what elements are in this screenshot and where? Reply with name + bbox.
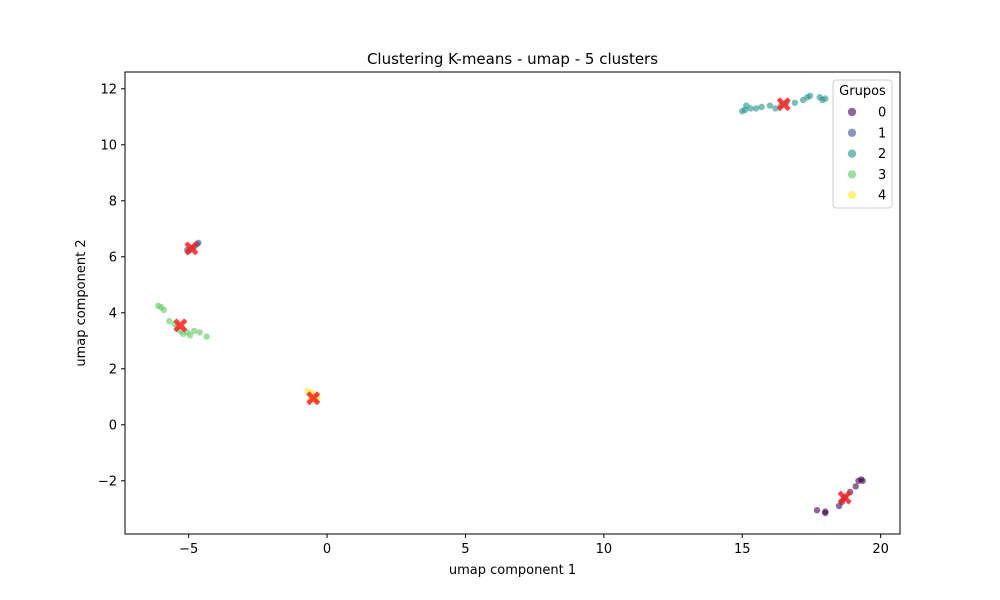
y-axis-label: umap component 2 — [74, 239, 89, 366]
y-tick-label: 4 — [109, 306, 117, 321]
centroid-marker — [776, 97, 791, 111]
data-point-cluster-2 — [758, 103, 765, 111]
x-axis: −5 0 5 10 15 20 — [179, 534, 889, 557]
data-point-cluster-2 — [806, 92, 814, 100]
legend-label: 0 — [878, 106, 886, 121]
data-point-cluster-2 — [766, 102, 774, 109]
data-point-cluster-2 — [772, 105, 779, 112]
legend-box — [832, 79, 893, 209]
x-tick-label: 5 — [461, 542, 469, 557]
x-tick-label: 20 — [872, 542, 889, 557]
legend-title: Grupos — [839, 84, 886, 99]
data-point-cluster-3 — [196, 329, 203, 336]
data-point-cluster-3 — [186, 332, 194, 339]
data-point-cluster-3 — [203, 333, 210, 340]
data-point-cluster-0 — [852, 483, 859, 490]
legend-marker-0 — [847, 107, 857, 117]
data-point-cluster-2 — [752, 105, 760, 112]
data-point-cluster-3 — [190, 327, 198, 335]
data-point-cluster-0 — [859, 477, 866, 484]
legend-label: 4 — [878, 189, 886, 204]
data-point-cluster-2 — [791, 99, 799, 107]
x-tick-label: 15 — [734, 542, 751, 557]
y-tick-label: 6 — [109, 250, 117, 265]
chart-title: Clustering K-means - umap - 5 clusters — [367, 50, 658, 68]
legend-marker-1 — [847, 128, 857, 137]
x-tick-label: −5 — [179, 542, 198, 557]
legend-label: 3 — [878, 168, 886, 183]
y-tick-label: 8 — [109, 194, 117, 209]
data-point-cluster-2 — [822, 95, 829, 102]
y-tick-label: 10 — [100, 138, 117, 153]
legend-marker-4 — [847, 191, 857, 200]
x-tick-label: 0 — [323, 542, 331, 557]
data-point-cluster-0 — [822, 509, 829, 517]
legend-label: 2 — [878, 147, 886, 162]
data-point-cluster-0 — [813, 507, 821, 514]
y-tick-label: 12 — [100, 82, 117, 97]
data-point-cluster-3 — [166, 318, 173, 325]
x-tick-label: 10 — [596, 542, 613, 557]
centroid-marker — [184, 241, 199, 256]
y-axis: −2 0 2 4 6 8 10 12 — [98, 82, 125, 489]
legend-label: 1 — [878, 126, 886, 141]
centroid-marker — [173, 318, 188, 333]
legend-marker-3 — [847, 170, 857, 179]
y-tick-label: 2 — [109, 362, 117, 377]
legend: Grupos 0 1 2 3 4 — [832, 79, 893, 209]
centroid-marker — [837, 490, 852, 505]
centroid-marker — [306, 391, 321, 405]
y-tick-label: 0 — [109, 418, 117, 433]
axes-frame — [124, 71, 901, 535]
data-point-cluster-3 — [160, 306, 167, 314]
legend-marker-2 — [847, 149, 857, 158]
plot-area — [155, 92, 866, 517]
y-tick-label: −2 — [98, 474, 117, 489]
data-point-cluster-2 — [747, 105, 754, 112]
x-axis-label: umap component 1 — [449, 563, 576, 578]
